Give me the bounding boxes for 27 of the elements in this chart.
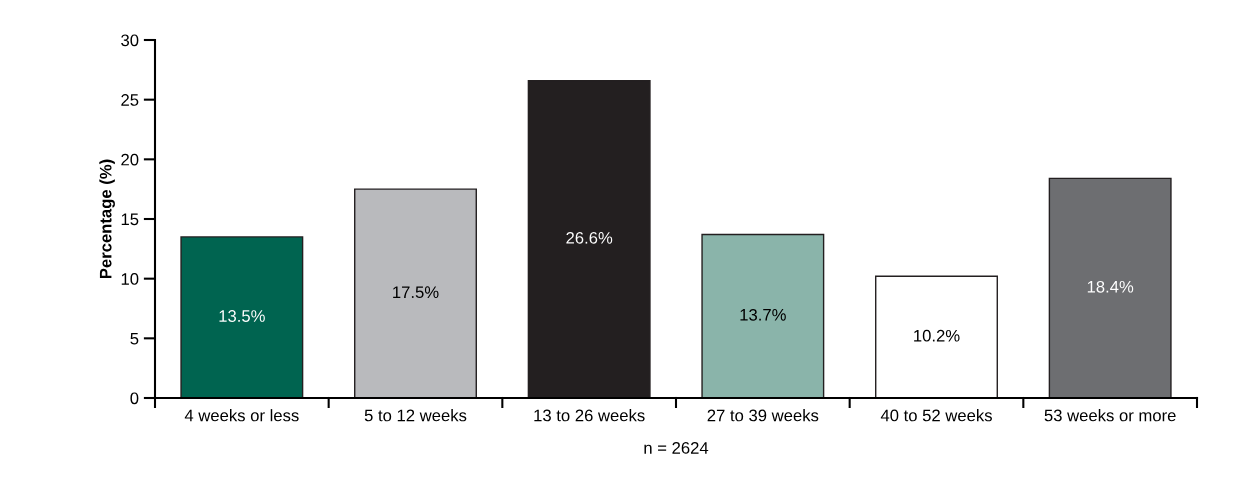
bar [180,236,304,398]
y-tick-label: 0 [130,392,139,405]
data-label: 26.6% [566,231,613,244]
data-label: 13.5% [219,310,265,322]
bar [527,79,651,398]
bar [354,188,477,398]
x-tick-label: 5 to 12 weeks [364,409,467,422]
y-tick-label: 30 [121,34,139,47]
bar [1048,177,1172,398]
y-tick-label: 20 [121,153,139,166]
data-label: 13.7% [740,308,786,321]
y-tick-label: 25 [121,94,139,106]
data-label: 18.4% [1087,280,1134,293]
x-tick-label: 4 weeks or less [184,409,299,422]
y-axis-title: Percentage (%) [99,159,115,279]
y-tick-label: 5 [130,332,139,345]
bar [701,233,825,398]
y-tick-label: 10 [121,273,139,285]
data-label: 17.5% [393,286,439,299]
x-tick-label: 27 to 39 weeks [707,409,819,422]
x-tick-label: 40 to 52 weeks [880,409,992,422]
y-tick-label: 15 [121,213,139,226]
text: n = 2624 [644,441,709,454]
x-tick-label: 13 to 26 weeks [534,409,645,422]
x-tick-label: 53 weeks or more [1044,409,1176,422]
data-label: 10.2% [914,329,960,342]
bar [875,275,998,398]
